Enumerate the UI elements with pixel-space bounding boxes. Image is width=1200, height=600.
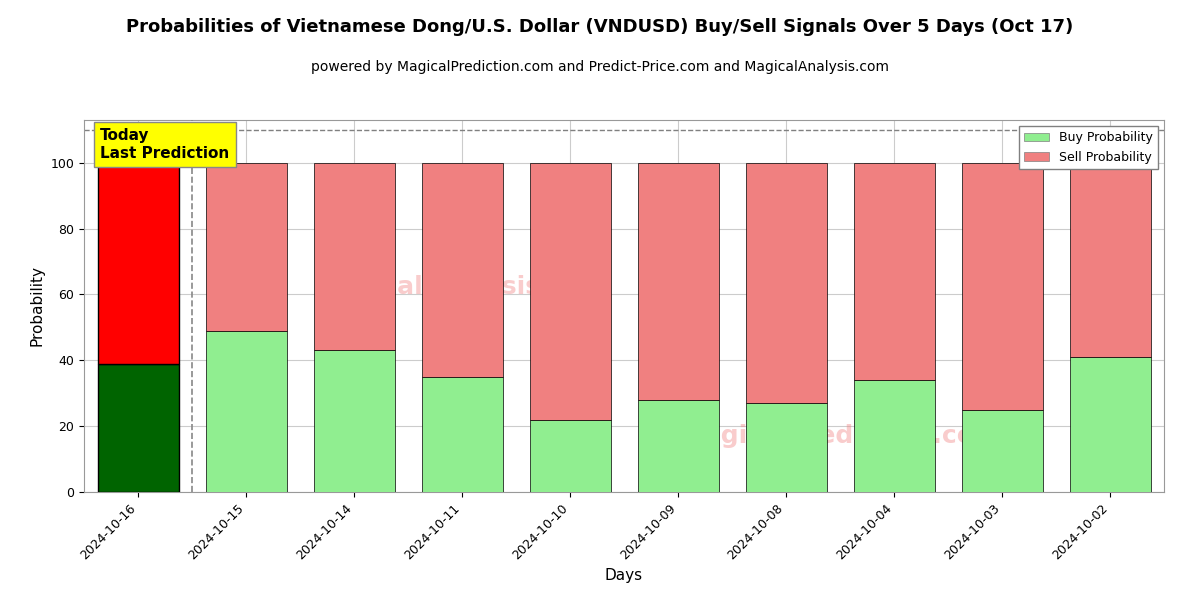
Bar <box>421 163 503 377</box>
Bar <box>853 163 935 380</box>
Text: MagicalAnalysis.com: MagicalAnalysis.com <box>316 275 608 299</box>
Bar <box>97 364 179 492</box>
Bar <box>961 163 1043 410</box>
Bar <box>97 163 179 364</box>
Bar <box>745 163 827 403</box>
Bar <box>529 419 611 492</box>
Bar <box>1069 357 1151 492</box>
Bar <box>205 331 287 492</box>
Bar <box>1069 163 1151 357</box>
X-axis label: Days: Days <box>605 568 643 583</box>
Text: powered by MagicalPrediction.com and Predict-Price.com and MagicalAnalysis.com: powered by MagicalPrediction.com and Pre… <box>311 60 889 74</box>
Bar <box>637 400 719 492</box>
Bar <box>637 163 719 400</box>
Y-axis label: Probability: Probability <box>30 265 44 346</box>
Bar <box>421 377 503 492</box>
Bar <box>961 410 1043 492</box>
Text: Today
Last Prediction: Today Last Prediction <box>101 128 229 161</box>
Legend: Buy Probability, Sell Probability: Buy Probability, Sell Probability <box>1019 126 1158 169</box>
Text: Probabilities of Vietnamese Dong/U.S. Dollar (VNDUSD) Buy/Sell Signals Over 5 Da: Probabilities of Vietnamese Dong/U.S. Do… <box>126 18 1074 36</box>
Text: MagicalPrediction.com: MagicalPrediction.com <box>679 424 1001 448</box>
Bar <box>745 403 827 492</box>
Bar <box>313 163 395 350</box>
Bar <box>313 350 395 492</box>
Bar <box>529 163 611 419</box>
Bar <box>853 380 935 492</box>
Bar <box>205 163 287 331</box>
